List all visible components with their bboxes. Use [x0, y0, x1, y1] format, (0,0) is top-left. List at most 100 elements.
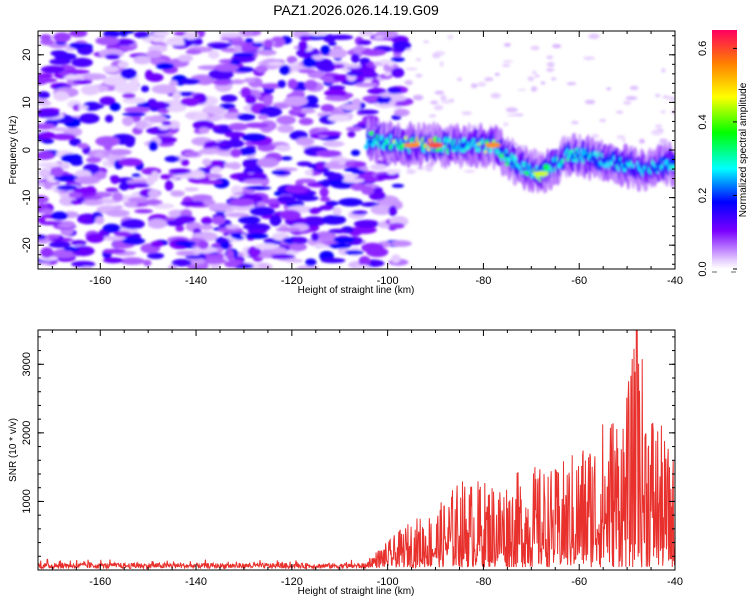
heatmap-cell [232, 52, 256, 58]
heatmap-cell [329, 243, 352, 249]
heatmap-cell [629, 85, 639, 91]
heatmap-cell [470, 83, 478, 89]
heatmap-cell [461, 111, 472, 116]
heatmap-cell [405, 48, 412, 52]
heatmap-cell [440, 99, 452, 104]
heatmap-cell [304, 169, 314, 176]
spectrogram-y-tick-label: -10 [21, 190, 33, 206]
snr-frame [37, 329, 676, 571]
heatmap-cell [391, 254, 401, 263]
heatmap-cell [40, 38, 54, 46]
heatmap-hotspot [403, 142, 420, 148]
heatmap-cell [379, 103, 390, 108]
heatmap-cell [69, 31, 88, 38]
heatmap-cell [82, 73, 107, 80]
heatmap-cell [171, 258, 192, 267]
heatmap-cell [546, 55, 554, 60]
heatmap-cell [257, 114, 269, 120]
heatmap-cell [370, 204, 393, 215]
heatmap-cell [120, 218, 145, 230]
colorbar-title: Normalized spectral amplitude [738, 82, 749, 217]
heatmap-cell [320, 104, 335, 113]
heatmap-cell [179, 78, 201, 85]
snr-x-tick-label: -40 [667, 576, 683, 588]
heatmap-cell [191, 174, 206, 179]
spectrogram-x-tick-label: -100 [377, 275, 399, 287]
heatmap-cell [63, 246, 80, 252]
heatmap-cell [606, 87, 611, 91]
heatmap-cell [219, 32, 243, 38]
heatmap-cell [237, 147, 257, 156]
heatmap-cell [440, 95, 447, 101]
heatmap-cell [43, 181, 53, 190]
heatmap-cell [124, 106, 151, 114]
heatmap-cell [50, 166, 64, 177]
heatmap-cell [208, 203, 232, 210]
heatmap-cell [38, 131, 56, 139]
heatmap-cell [180, 97, 201, 107]
heatmap-cell [333, 236, 355, 244]
heatmap-cell [531, 70, 537, 75]
heatmap-cell [249, 206, 275, 216]
heatmap-cell [308, 207, 321, 215]
heatmap-cell [38, 195, 49, 204]
heatmap-cell [225, 212, 250, 218]
snr-ticks: -160 -140 -120 -100 -80 -60 -40 1000 2000 3000 [21, 330, 683, 588]
heatmap-cell [95, 136, 120, 147]
snr-y-axis-title: SNR (10 * v/v) [8, 418, 19, 482]
spectrogram-frame [37, 30, 676, 270]
heatmap-cell [175, 215, 196, 224]
heatmap-cell [659, 138, 668, 145]
heatmap-cell [375, 173, 400, 180]
heatmap-cell [305, 258, 317, 267]
heatmap-cell [70, 199, 81, 205]
heatmap-cell [231, 39, 247, 47]
heatmap-cell [289, 242, 307, 252]
figure-title: PAZ1.2026.026.14.19.G09 [273, 2, 439, 18]
heatmap-cell [324, 95, 345, 101]
heatmap-cell [404, 79, 413, 86]
heatmap-cell [168, 168, 192, 174]
heatmap-cell [86, 103, 105, 110]
heatmap-cell [69, 138, 82, 147]
heatmap-cell [503, 122, 509, 127]
heatmap-cell [71, 260, 96, 268]
snr-x-axis-title: Height of straight line (km) [298, 586, 415, 597]
colorbar: 0.0 0.2 0.4 0.6 Normalized spectral amplitu… [697, 30, 749, 277]
heatmap-cell [370, 163, 388, 171]
heatmap-cell [405, 67, 418, 71]
heatmap-cell [621, 136, 626, 143]
heatmap-cell [165, 102, 187, 113]
heatmap-cell [315, 163, 326, 170]
spectrogram-y-tick-label: -20 [21, 237, 33, 253]
heatmap-cell [247, 246, 262, 258]
heatmap-hotspot [485, 142, 501, 148]
heatmap-cell [447, 34, 454, 40]
heatmap-cell [662, 95, 670, 99]
heatmap-cell [300, 109, 316, 114]
heatmap-cell [211, 166, 223, 173]
heatmap-hotspot [532, 171, 549, 177]
heatmap-cell [297, 69, 316, 74]
heatmap-cell [376, 95, 392, 105]
heatmap-cell [204, 142, 227, 147]
heatmap-cell [639, 138, 645, 144]
heatmap-cell [38, 217, 46, 223]
heatmap-cell [180, 159, 190, 167]
heatmap-cell [296, 265, 320, 269]
heatmap-cell [122, 116, 134, 127]
heatmap-cell [122, 93, 136, 99]
heatmap-cell [74, 176, 101, 185]
heatmap-cell [287, 78, 298, 90]
heatmap-cell [56, 220, 76, 229]
heatmap-cell [68, 191, 83, 199]
heatmap-cell [183, 31, 199, 40]
heatmap-cell [39, 168, 51, 178]
heatmap-cell [267, 61, 286, 67]
heatmap-cell [341, 103, 361, 111]
heatmap-cell [571, 120, 579, 125]
heatmap-cell [342, 64, 362, 69]
heatmap-cell [490, 92, 501, 99]
heatmap-cell [117, 60, 129, 69]
heatmap-cell [134, 31, 150, 39]
